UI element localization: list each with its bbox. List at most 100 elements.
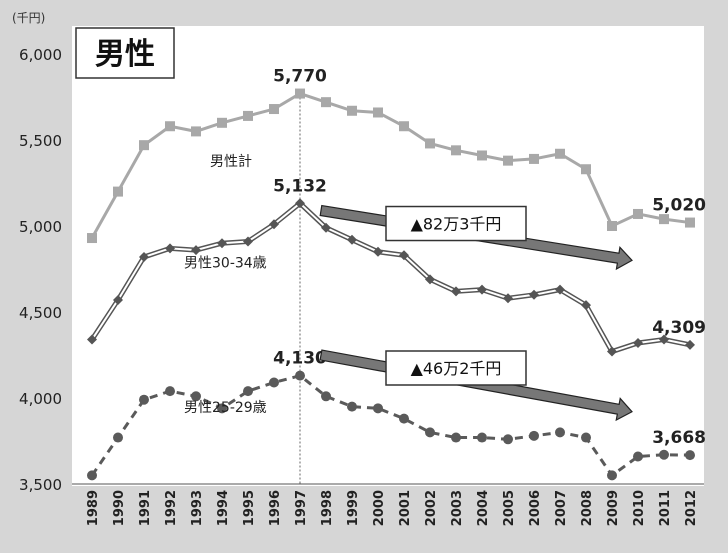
data-label: 5,770	[273, 67, 327, 87]
data-point	[373, 246, 383, 257]
data-point	[529, 153, 539, 164]
data-label: 4,309	[652, 318, 706, 338]
annotation-label: ▲82万3千円	[411, 215, 502, 234]
data-point	[555, 284, 565, 295]
x-tick-label: 1990	[112, 490, 127, 526]
x-tick-label: 2001	[398, 490, 413, 526]
data-point	[503, 293, 513, 304]
x-tick-label: 1999	[346, 490, 361, 526]
x-tick-label: 1993	[190, 490, 205, 526]
x-tick-label: 1992	[164, 490, 179, 526]
data-point	[503, 155, 513, 166]
data-point	[633, 451, 643, 462]
x-tick-label: 2009	[606, 490, 621, 526]
data-point	[347, 234, 357, 245]
title-box	[75, 27, 175, 79]
x-tick-label: 1994	[216, 490, 231, 526]
data-point	[633, 337, 643, 348]
data-point	[477, 284, 487, 295]
x-tick-label: 2005	[502, 490, 517, 526]
x-tick-label: 2007	[554, 490, 569, 526]
data-point	[87, 470, 97, 481]
x-tick-label: 2010	[632, 490, 647, 526]
data-point	[399, 250, 409, 261]
data-point	[607, 470, 617, 481]
data-point	[451, 286, 461, 297]
data-point	[529, 289, 539, 300]
x-tick-label: 2011	[658, 490, 673, 526]
data-point	[217, 238, 227, 249]
data-point	[295, 88, 305, 99]
x-tick-label: 1996	[268, 490, 283, 526]
data-point	[295, 198, 305, 209]
data-point	[139, 140, 149, 151]
data-point	[633, 208, 643, 219]
data-label: 5,020	[652, 196, 706, 216]
series-name-label: 男性30-34歳	[184, 255, 267, 271]
y-tick-label: 3,500	[19, 476, 62, 494]
data-point	[659, 334, 669, 345]
data-point	[607, 346, 617, 357]
data-point	[555, 427, 565, 438]
x-tick-label: 2006	[528, 490, 543, 526]
data-point	[347, 401, 357, 412]
data-point	[243, 236, 253, 247]
data-point	[581, 432, 591, 443]
data-point	[581, 300, 591, 311]
data-point	[451, 432, 461, 443]
chart-title: 男性	[95, 37, 155, 72]
data-point	[139, 251, 149, 262]
data-point	[269, 104, 279, 115]
data-point	[87, 334, 97, 345]
data-point	[659, 449, 669, 460]
data-point	[321, 97, 331, 108]
data-label: 4,130	[273, 349, 327, 369]
annotation-box	[385, 350, 527, 386]
data-point	[425, 138, 435, 149]
y-tick-label: 5,000	[19, 218, 62, 236]
data-point	[165, 243, 175, 254]
data-point	[295, 370, 305, 381]
x-tick-label: 1998	[320, 490, 335, 526]
data-point	[347, 105, 357, 116]
annotation-box	[385, 205, 527, 242]
data-point	[685, 450, 695, 461]
data-point	[425, 274, 435, 285]
x-tick-label: 2003	[450, 490, 465, 526]
x-tick-label: 1989	[86, 490, 101, 526]
data-point	[191, 245, 201, 256]
y-tick-label: 4,000	[19, 390, 62, 408]
data-point	[659, 214, 669, 225]
data-point	[139, 394, 149, 405]
x-tick-label: 2002	[424, 490, 439, 526]
data-point	[191, 391, 201, 402]
data-point	[477, 150, 487, 161]
data-point	[87, 233, 97, 244]
data-point	[321, 222, 331, 233]
x-tick-label: 2004	[476, 490, 491, 526]
series-name-label: 男性計	[210, 154, 252, 170]
data-point	[373, 107, 383, 118]
data-point	[555, 148, 565, 159]
data-point	[113, 432, 123, 443]
data-point	[191, 126, 201, 137]
data-point	[321, 391, 331, 402]
data-point	[269, 377, 279, 388]
data-point	[217, 117, 227, 128]
data-point	[425, 427, 435, 438]
x-tick-label: 1995	[242, 490, 257, 526]
y-tick-label: 4,500	[19, 304, 62, 322]
data-point	[685, 217, 695, 228]
y-tick-label: 5,500	[19, 132, 62, 150]
x-tick-label: 2000	[372, 490, 387, 526]
data-point	[113, 294, 123, 305]
data-point	[399, 413, 409, 424]
data-point	[165, 121, 175, 132]
data-point	[503, 434, 513, 445]
data-point	[113, 186, 123, 197]
data-point	[685, 339, 695, 350]
data-label: 5,132	[273, 176, 327, 196]
x-tick-label: 2008	[580, 490, 595, 526]
